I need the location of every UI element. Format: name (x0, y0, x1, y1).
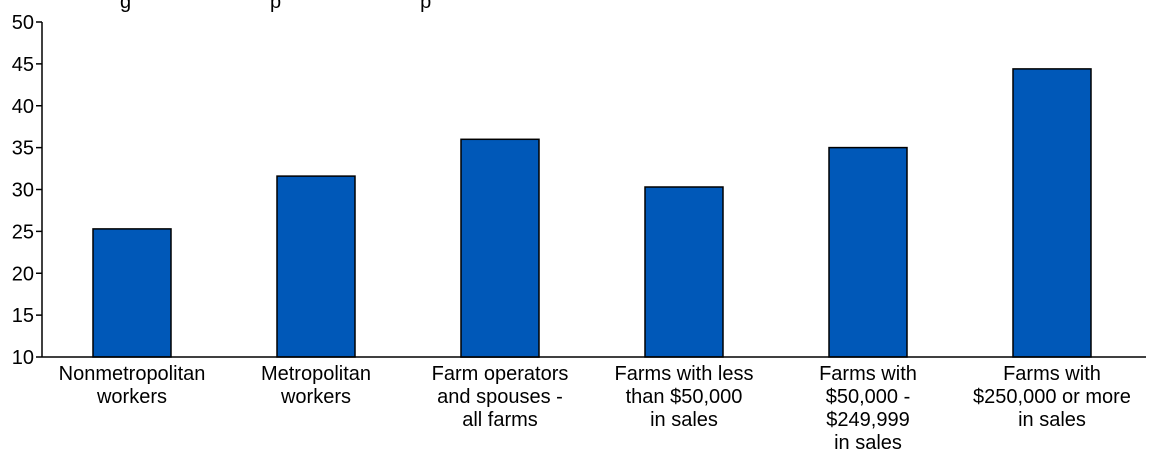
y-tick-label-40: 40 (12, 96, 34, 118)
y-tick-label-35: 35 (12, 138, 34, 160)
y-tick-label-50: 50 (12, 12, 34, 34)
x-category-label-1: Metropolitan workers (261, 363, 371, 408)
y-tick-label-30: 30 (12, 180, 34, 202)
x-category-label-line: and spouses - (437, 386, 563, 408)
x-category-label-line: in sales (1018, 409, 1086, 431)
axes-group (41, 22, 1146, 358)
x-category-label-line: $249,999 (826, 409, 909, 431)
y-tick-label-15: 15 (12, 305, 34, 327)
x-category-label-3: Farms with less than $50,000 in sales (615, 363, 754, 431)
bar-2 (460, 138, 540, 358)
x-category-label-line: in sales (834, 432, 902, 454)
chart-title-fragment: g p p (120, 0, 431, 13)
x-category-label-line: Nonmetropolitan (59, 363, 206, 385)
y-tick-label-45: 45 (12, 54, 34, 76)
x-category-label-line: in sales (650, 409, 718, 431)
x-category-label-line: Farms with less (615, 363, 754, 385)
x-category-label-line: Farms with (819, 363, 917, 385)
y-axis-ticks: 10 15 20 25 30 35 40 45 50 (12, 12, 42, 369)
x-category-label-line: workers (280, 386, 351, 408)
x-category-label-line: $50,000 - (826, 386, 911, 408)
x-category-label-line: all farms (462, 409, 538, 431)
x-category-label-line: Metropolitan (261, 363, 371, 385)
x-category-label-line: Farm operators (432, 363, 569, 385)
x-category-label-line: workers (96, 386, 167, 408)
x-category-label-line: $250,000 or more (973, 386, 1131, 408)
x-category-label-line: than $50,000 (626, 386, 743, 408)
y-tick-label-25: 25 (12, 221, 34, 243)
bar-5 (1012, 68, 1092, 358)
bar-1 (276, 175, 356, 358)
x-category-label-5: Farms with $250,000 or more in sales (973, 363, 1131, 431)
x-category-label-2: Farm operators and spouses -all farms (432, 363, 569, 431)
bar-3 (644, 186, 724, 358)
bar-0 (92, 228, 172, 358)
x-category-label-4: Farms with $50,000 -$249,999 in sales (819, 363, 917, 454)
bar-4 (828, 146, 908, 358)
y-tick-label-20: 20 (12, 263, 34, 285)
x-category-label-0: Nonmetropolitan workers (59, 363, 206, 408)
y-tick-label-10: 10 (12, 347, 34, 369)
x-category-label-line: Farms with (1003, 363, 1101, 385)
bars-group (92, 68, 1092, 358)
